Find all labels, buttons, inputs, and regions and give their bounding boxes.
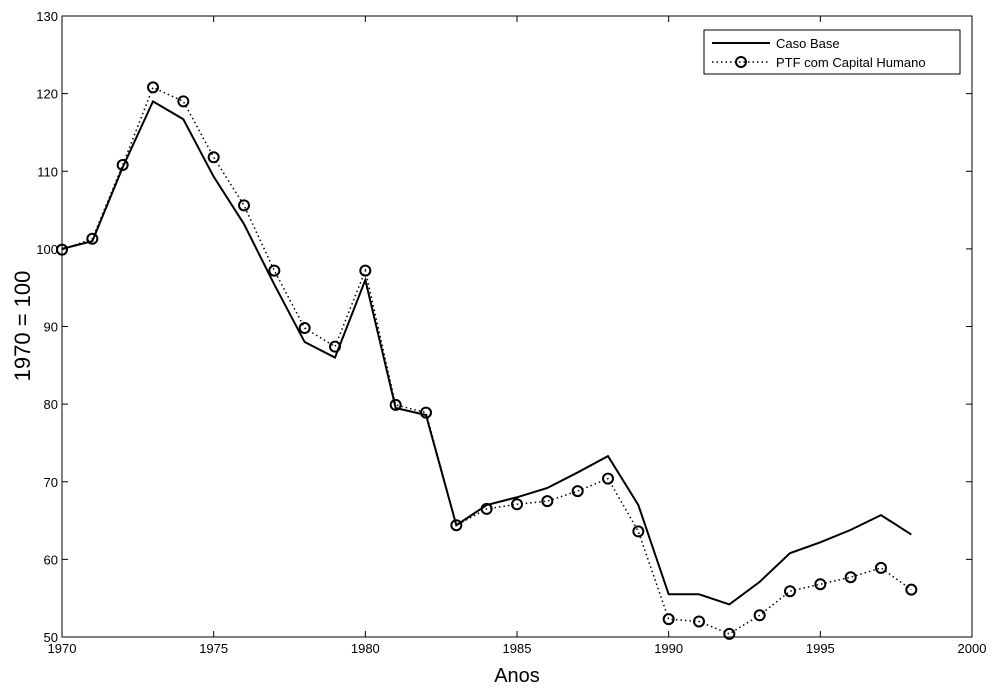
data-point-ptf	[875, 561, 887, 574]
data-point-ptf	[480, 502, 493, 515]
x-tick-label: 1975	[199, 641, 228, 656]
x-tick-label: 2000	[958, 641, 987, 656]
legend-label-caso-base: Caso Base	[776, 36, 840, 51]
legend-label-ptf: PTF com Capital Humano	[776, 55, 926, 70]
data-point-ptf	[56, 243, 68, 256]
x-tick-label: 1985	[503, 641, 532, 656]
data-point-ptf	[814, 578, 827, 591]
y-tick-label: 100	[36, 242, 58, 257]
series-line-caso-base	[61, 99, 912, 606]
x-tick-label: 1995	[806, 641, 835, 656]
data-point-ptf	[359, 264, 372, 277]
data-point-ptf	[147, 81, 159, 94]
data-point-ptf	[116, 159, 129, 172]
data-point-ptf	[602, 472, 614, 485]
data-point-ptf	[662, 613, 675, 626]
plot-area	[61, 15, 973, 638]
data-point-ptf	[632, 525, 645, 538]
data-point-ptf	[86, 232, 99, 245]
legend-marker-ptf	[735, 56, 747, 68]
y-tick-label: 70	[44, 475, 58, 490]
data-point-ptf	[784, 585, 796, 598]
y-tick-label: 120	[36, 87, 58, 102]
legend: Caso Base PTF com Capital Humano	[703, 29, 961, 75]
data-point-ptf	[511, 498, 523, 511]
y-tick-label: 50	[44, 630, 58, 645]
data-point-ptf	[268, 264, 281, 277]
data-point-ptf	[541, 495, 554, 508]
legend-box	[703, 29, 961, 75]
data-point-ptf	[420, 406, 432, 419]
x-axis-title: Anos	[494, 665, 540, 687]
data-point-ptf	[571, 485, 584, 498]
data-point-ptf	[753, 609, 766, 622]
y-tick-label: 80	[44, 397, 58, 412]
data-point-ptf	[723, 627, 736, 640]
x-tick-label: 1980	[351, 641, 380, 656]
series-layer	[56, 81, 918, 640]
y-tick-label: 130	[36, 9, 58, 24]
data-point-ptf	[177, 95, 190, 108]
y-tick-label: 90	[44, 320, 58, 335]
data-point-ptf	[298, 322, 311, 335]
data-point-ptf	[905, 583, 918, 596]
y-tick-label: 110	[37, 164, 58, 179]
data-point-ptf	[329, 340, 341, 353]
data-point-ptf	[207, 151, 220, 164]
axis-ticks: 1970 1975 1980 1985 1990 1995 2000 50 60 70 80 90 10…	[36, 9, 986, 656]
x-tick-label: 1990	[654, 641, 683, 656]
y-tick-label: 60	[44, 552, 58, 567]
data-point-ptf	[450, 519, 463, 532]
data-point-ptf	[238, 199, 250, 212]
x-tick-label: 1970	[48, 641, 77, 656]
y-axis-title: 1970 = 100	[10, 271, 35, 382]
data-point-ptf	[844, 571, 857, 584]
data-point-ptf	[693, 615, 705, 628]
data-point-ptf	[389, 398, 402, 411]
series-line-ptf	[61, 86, 912, 635]
